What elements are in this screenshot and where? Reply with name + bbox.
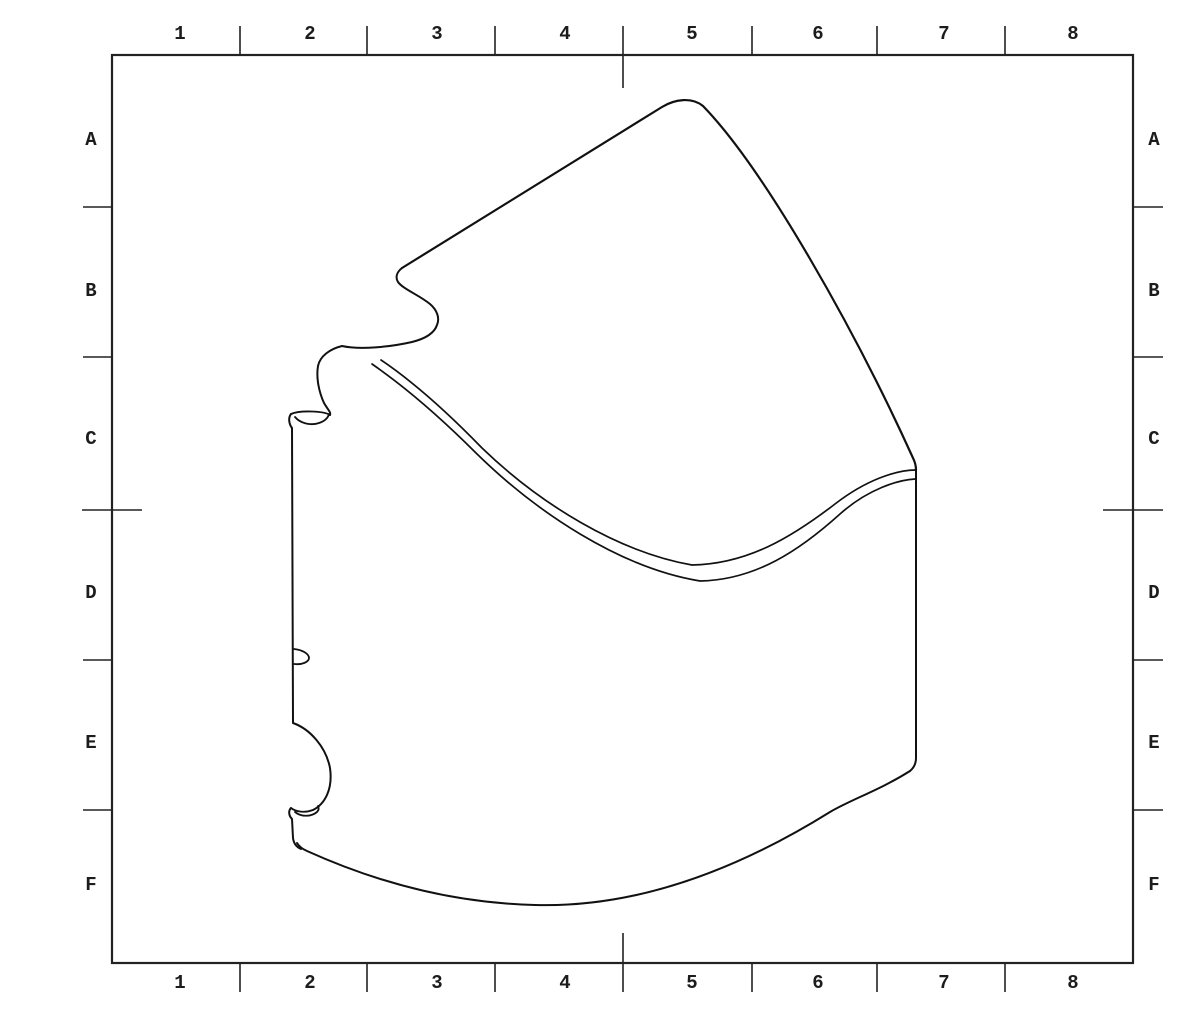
right-edge — [909, 469, 917, 772]
upper-lip-smile — [294, 413, 330, 426]
zone-label-bottom-4: 4 — [559, 972, 570, 994]
lower-lip-smile — [294, 805, 320, 817]
zone-label-top-7: 7 — [938, 23, 949, 45]
part-outline — [288, 99, 918, 907]
zone-label-right-F: F — [1148, 874, 1159, 896]
zone-label-bottom-2: 2 — [304, 972, 315, 994]
zone-label-left-C: C — [85, 428, 96, 450]
zone-label-top-5: 5 — [686, 23, 697, 45]
zone-labels: 1 2 3 4 5 6 7 8 1 2 3 4 5 6 7 8 A B C D … — [85, 23, 1160, 994]
zone-label-bottom-5: 5 — [686, 972, 697, 994]
zone-label-bottom-6: 6 — [812, 972, 823, 994]
bottom-fan-arc — [296, 770, 911, 907]
zone-label-top-6: 6 — [812, 23, 823, 45]
left-edge-bump — [293, 648, 310, 666]
zone-label-bottom-1: 1 — [174, 972, 185, 994]
zone-ticks — [82, 26, 1163, 992]
lower-lip-top — [290, 807, 314, 813]
left-edge-lower — [288, 807, 302, 850]
zone-label-right-D: D — [1148, 582, 1159, 604]
zone-label-left-E: E — [85, 732, 96, 754]
inner-arc-near-edge — [380, 359, 917, 566]
zone-label-right-C: C — [1148, 428, 1159, 450]
zone-label-top-3: 3 — [431, 23, 442, 45]
zone-label-bottom-8: 8 — [1067, 972, 1078, 994]
rolled-edge-hook — [316, 267, 440, 416]
zone-label-right-A: A — [1148, 129, 1160, 151]
zone-label-top-1: 1 — [174, 23, 185, 45]
zone-label-left-D: D — [85, 582, 96, 604]
zone-label-bottom-7: 7 — [938, 972, 949, 994]
zone-label-top-4: 4 — [559, 23, 570, 45]
upper-lip-top — [290, 410, 331, 416]
upper-shell-silhouette — [400, 99, 918, 472]
zone-label-left-A: A — [85, 129, 97, 151]
zone-label-right-E: E — [1148, 732, 1159, 754]
zone-label-top-8: 8 — [1067, 23, 1078, 45]
zone-label-top-2: 2 — [304, 23, 315, 45]
inner-arc-far-edge — [371, 363, 916, 582]
left-edge-and-cutout — [288, 413, 332, 811]
sheet-border-frame — [110, 53, 1135, 965]
zone-label-left-B: B — [85, 280, 96, 302]
zone-label-right-B: B — [1148, 280, 1159, 302]
zone-label-bottom-3: 3 — [431, 972, 442, 994]
border-rect — [110, 53, 1135, 965]
zone-label-left-F: F — [85, 874, 96, 896]
